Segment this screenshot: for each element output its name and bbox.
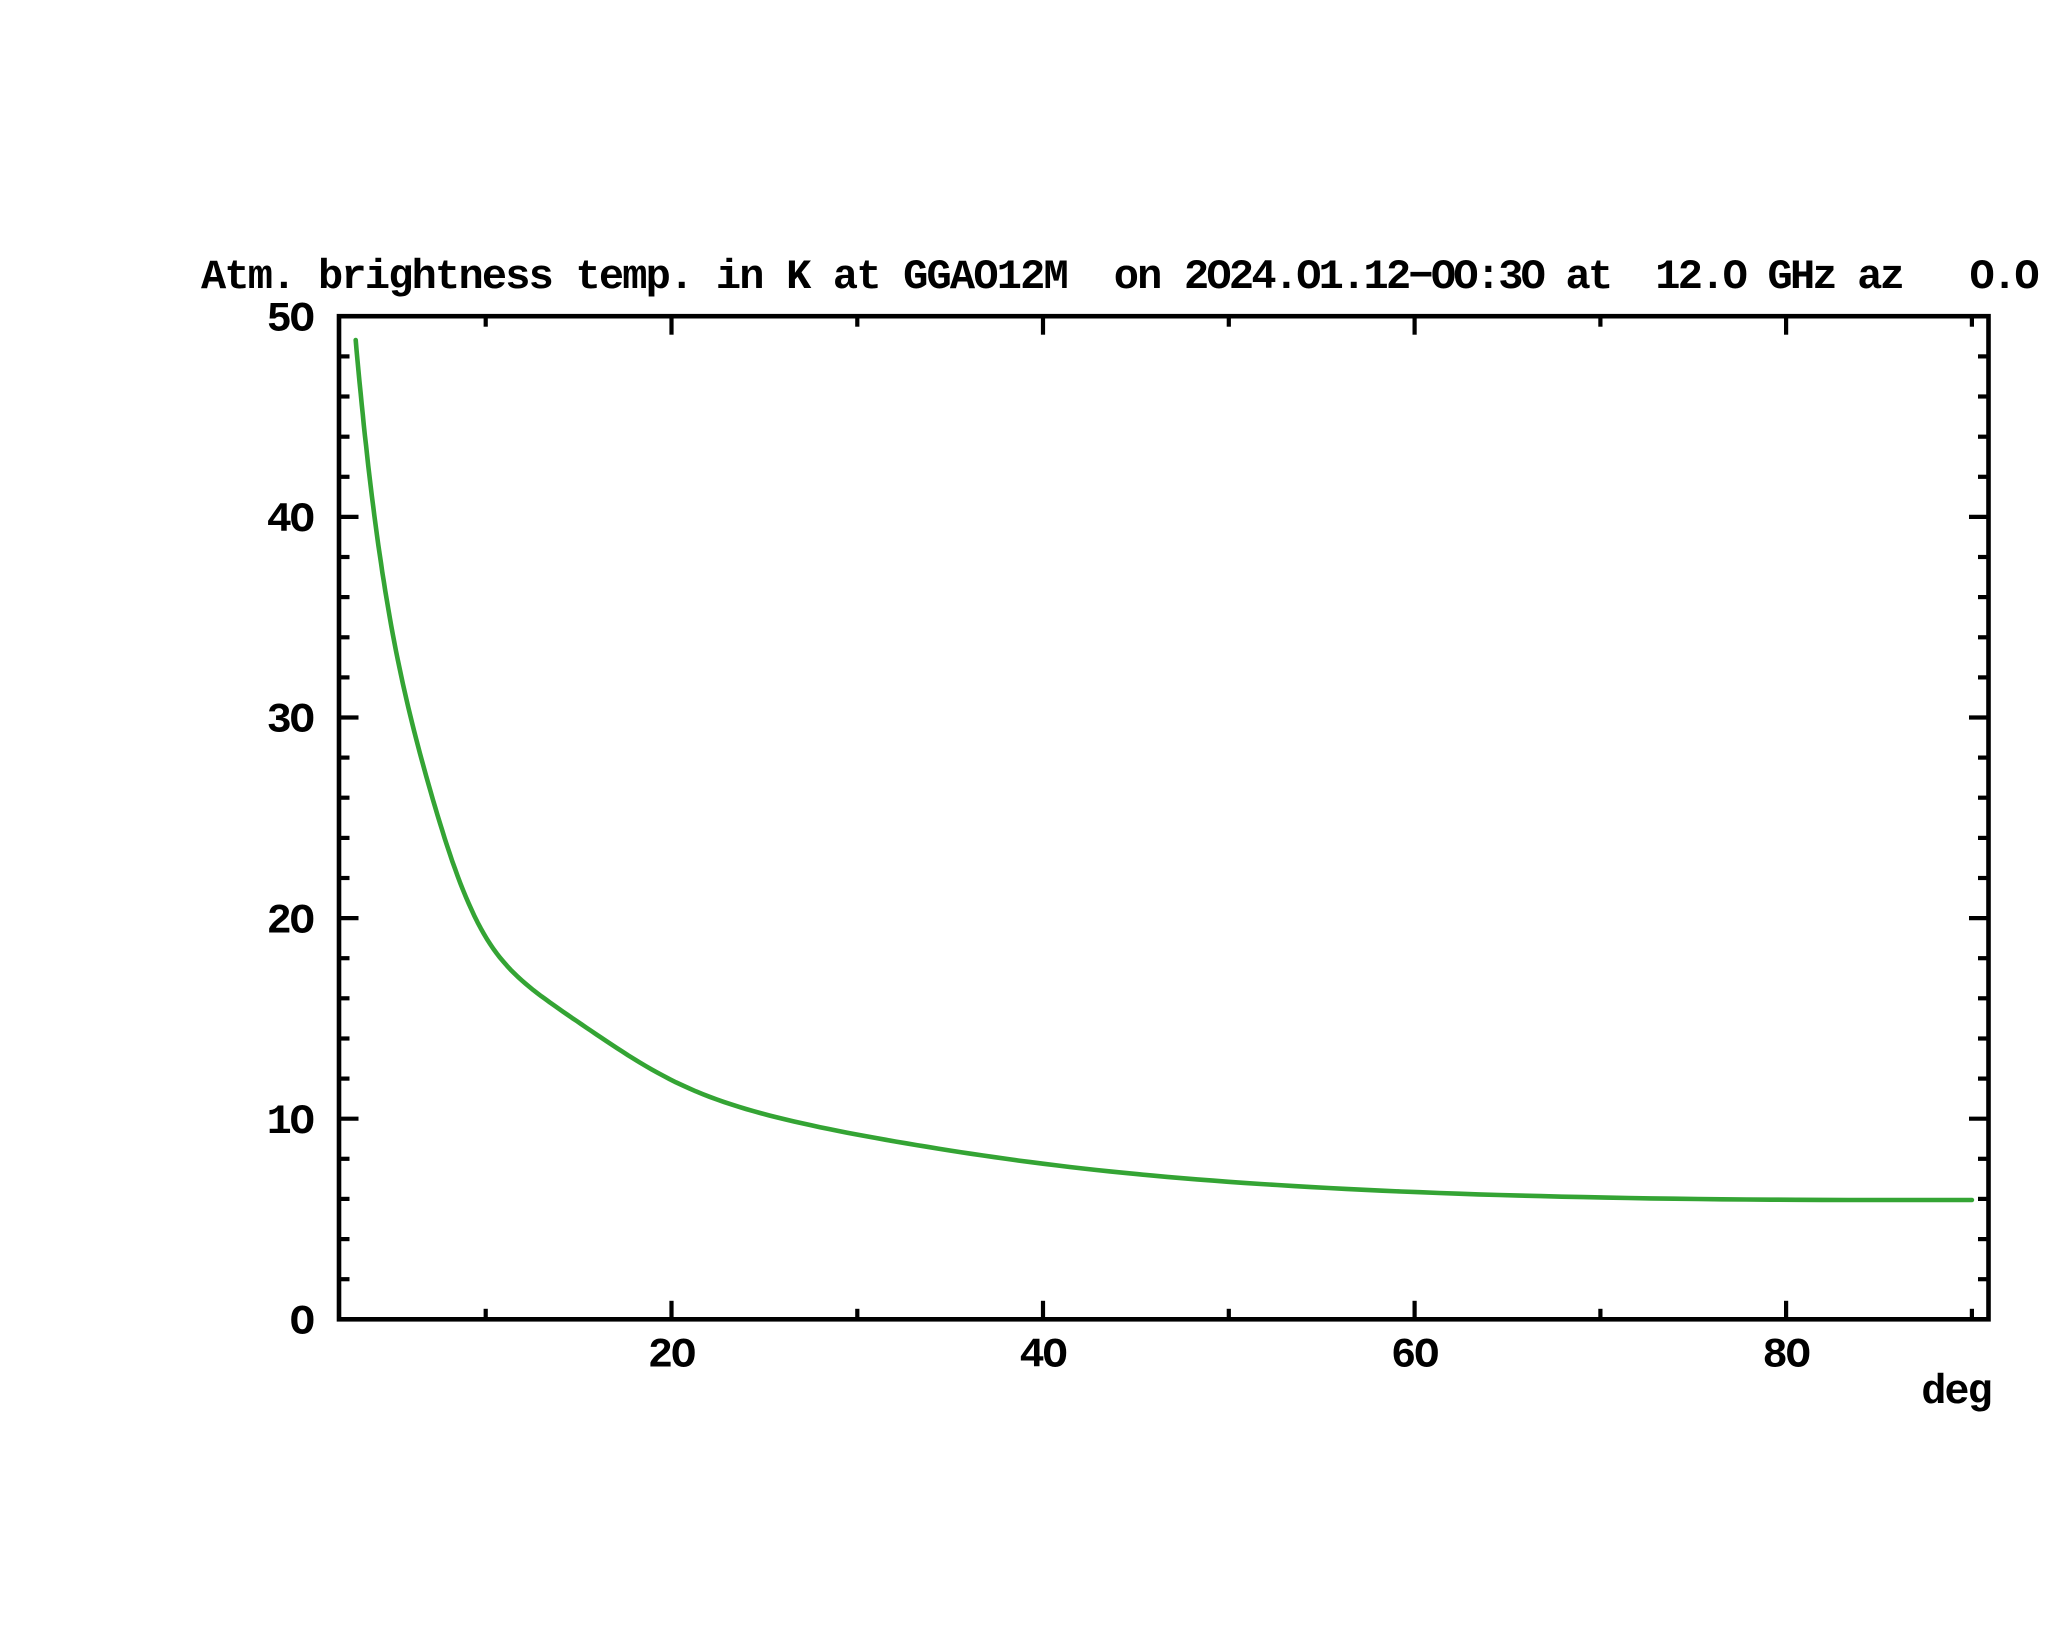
svg-text:1O: 1O <box>267 1098 314 1146</box>
svg-text:6O: 6O <box>1391 1332 1438 1380</box>
svg-text:2O: 2O <box>267 897 314 945</box>
svg-text:Atm. brightness temp. in K at: Atm. brightness temp. in K at GGAO12M on… <box>201 253 2038 301</box>
svg-text:3O: 3O <box>267 697 314 745</box>
svg-text:deg: deg <box>1921 1368 1990 1416</box>
svg-text:O: O <box>290 1299 314 1347</box>
svg-text:4O: 4O <box>267 496 314 544</box>
svg-text:5O: 5O <box>267 296 314 344</box>
svg-text:2O: 2O <box>648 1332 695 1380</box>
svg-text:8O: 8O <box>1762 1332 1809 1380</box>
svg-text:4O: 4O <box>1019 1332 1066 1380</box>
